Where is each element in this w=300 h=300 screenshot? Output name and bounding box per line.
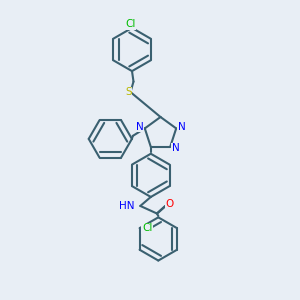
Text: S: S (125, 87, 132, 97)
Text: O: O (166, 200, 174, 209)
Text: N: N (172, 143, 179, 153)
Text: Cl: Cl (142, 223, 152, 233)
Text: Cl: Cl (125, 19, 136, 29)
Text: N: N (178, 122, 185, 132)
Text: N: N (136, 122, 143, 132)
Text: HN: HN (119, 201, 135, 211)
